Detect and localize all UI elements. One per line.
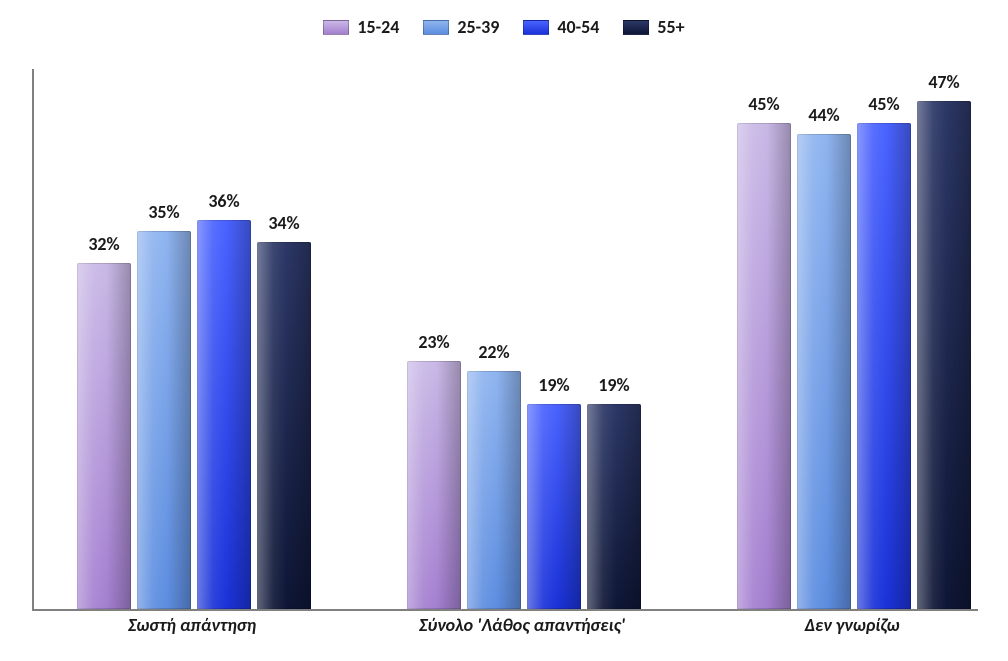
bar-0-s3 — [197, 220, 251, 609]
category-label-1: Σύνολο 'Λάθος απαντήσεις' — [382, 614, 662, 636]
bar-value-label-1-s1: 23% — [407, 331, 461, 353]
legend-item-s2: 25-39 — [423, 16, 499, 38]
bar-value-label-0-s2: 35% — [137, 201, 191, 223]
category-label-0: Σωστή απάντηση — [52, 614, 332, 636]
bar-value-label-0-s3: 36% — [197, 190, 251, 212]
legend-label-s3: 40-54 — [557, 16, 599, 38]
bar-value-label-0-s1: 32% — [77, 233, 131, 255]
bar-value-label-2-s1: 45% — [737, 93, 791, 115]
legend-label-s1: 15-24 — [357, 16, 399, 38]
bar-value-label-0-s4: 34% — [257, 212, 311, 234]
legend-item-s1: 15-24 — [323, 16, 399, 38]
legend-swatch-s3 — [523, 20, 549, 35]
bar-0-s2 — [137, 231, 191, 609]
bar-0-s1 — [77, 263, 131, 609]
legend-label-s2: 25-39 — [457, 16, 499, 38]
bar-value-label-2-s3: 45% — [857, 93, 911, 115]
bar-1-s3 — [527, 404, 581, 609]
bar-1-s1 — [407, 361, 461, 609]
legend: 15-24 25-39 40-54 55+ — [0, 16, 1008, 40]
bar-chart: 15-24 25-39 40-54 55+ 32% 35% 36% 34% 23% 22% 19%… — [0, 0, 1008, 661]
plot-area: 32% 35% 36% 34% 23% 22% 19% 19% 45% 44% 45% 47% — [32, 69, 978, 611]
legend-swatch-s2 — [423, 20, 449, 35]
bar-2-s3 — [857, 123, 911, 609]
bar-1-s2 — [467, 371, 521, 609]
legend-item-s4: 55+ — [623, 16, 684, 38]
legend-swatch-s4 — [623, 20, 649, 35]
bar-2-s1 — [737, 123, 791, 609]
legend-item-s3: 40-54 — [523, 16, 599, 38]
bar-1-s4 — [587, 404, 641, 609]
bar-2-s4 — [917, 101, 971, 609]
bar-value-label-1-s3: 19% — [527, 374, 581, 396]
bar-2-s2 — [797, 134, 851, 609]
category-label-2: Δεν γνωρίζω — [712, 614, 992, 636]
bar-0-s4 — [257, 242, 311, 609]
legend-label-s4: 55+ — [657, 16, 684, 38]
bar-value-label-2-s2: 44% — [797, 104, 851, 126]
legend-swatch-s1 — [323, 20, 349, 35]
bar-value-label-2-s4: 47% — [917, 71, 971, 93]
bar-value-label-1-s4: 19% — [587, 374, 641, 396]
bar-value-label-1-s2: 22% — [467, 341, 521, 363]
